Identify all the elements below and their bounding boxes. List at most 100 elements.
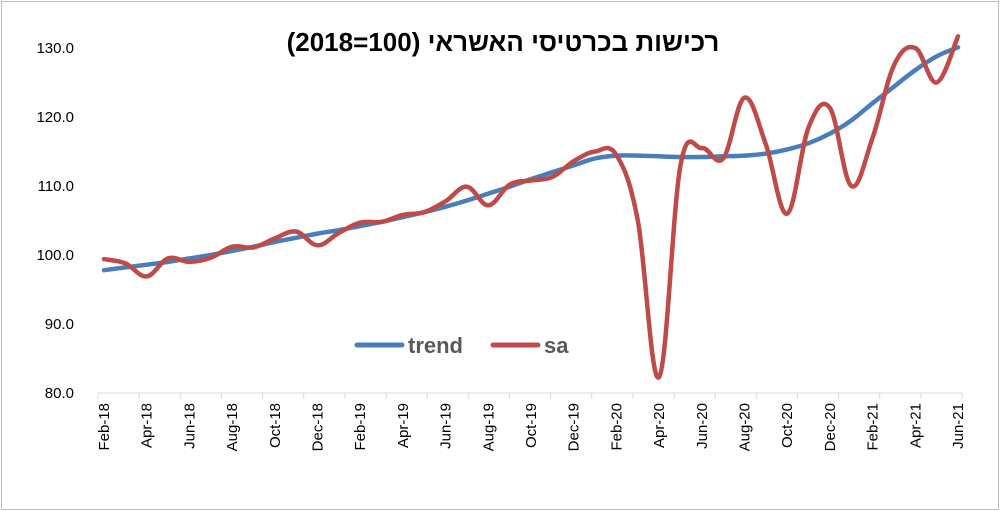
x-tick-label: Feb-18 bbox=[96, 403, 113, 451]
x-tick-label: Oct-19 bbox=[523, 403, 540, 448]
x-tick-label: Apr-19 bbox=[395, 403, 412, 448]
data-point-sa bbox=[273, 236, 277, 240]
x-tick-label: Aug-19 bbox=[480, 403, 497, 451]
series-line-trend bbox=[101, 45, 961, 273]
data-point-sa bbox=[145, 274, 149, 278]
data-point-trend bbox=[657, 154, 661, 158]
data-point-trend bbox=[935, 54, 939, 58]
data-point-sa bbox=[550, 175, 554, 179]
data-point-trend bbox=[871, 101, 875, 105]
data-point-sa bbox=[209, 256, 213, 260]
data-point-sa bbox=[849, 184, 853, 188]
x-tick-label: Jun-19 bbox=[438, 403, 455, 449]
x-tick-label: Aug-18 bbox=[224, 403, 241, 451]
data-point-trend bbox=[913, 68, 917, 72]
data-point-sa bbox=[743, 96, 747, 100]
data-point-sa bbox=[679, 163, 683, 167]
data-point-trend bbox=[102, 268, 106, 272]
chart-title: רכישות בכרטיסי האשראי (100=2018) bbox=[287, 27, 720, 57]
data-point-sa bbox=[252, 245, 256, 249]
legend-label-sa: sa bbox=[544, 333, 569, 358]
x-axis-ticks: Feb-18 Apr-18 Jun-18 Aug-18 Oct-18 Dec-18 Feb-… bbox=[96, 393, 967, 451]
x-tick-label: Apr-20 bbox=[651, 403, 668, 448]
legend: trend sa bbox=[354, 333, 569, 358]
x-tick-label: Apr-21 bbox=[907, 403, 924, 448]
series-line-sa bbox=[101, 34, 961, 380]
data-point-sa bbox=[316, 243, 320, 247]
data-point-sa bbox=[465, 185, 469, 189]
x-tick-label: Dec-20 bbox=[822, 403, 839, 451]
y-tick-label: 80.0 bbox=[45, 385, 74, 402]
x-tick-label: Dec-18 bbox=[310, 403, 327, 451]
x-tick-label: Aug-20 bbox=[737, 403, 754, 451]
data-point-sa bbox=[593, 150, 597, 154]
data-point-trend bbox=[294, 236, 298, 240]
y-tick-label: 100.0 bbox=[36, 247, 74, 264]
data-point-sa bbox=[294, 230, 298, 234]
data-point-sa bbox=[102, 257, 106, 261]
data-point-trend bbox=[743, 154, 747, 158]
data-point-sa bbox=[785, 212, 789, 216]
data-point-trend bbox=[785, 147, 789, 151]
data-point-sa bbox=[444, 199, 448, 203]
data-point-sa bbox=[614, 153, 618, 157]
y-tick-label: 90.0 bbox=[45, 316, 74, 333]
x-tick-label: Apr-18 bbox=[139, 403, 156, 448]
data-point-trend bbox=[807, 141, 811, 145]
data-point-sa bbox=[123, 261, 127, 265]
data-point-sa bbox=[572, 159, 576, 163]
data-point-trend bbox=[550, 170, 554, 174]
x-tick-label: Feb-20 bbox=[608, 403, 625, 451]
data-point-trend bbox=[892, 85, 896, 89]
x-tick-label: Oct-18 bbox=[267, 403, 284, 448]
x-tick-label: Dec-19 bbox=[566, 403, 583, 451]
data-point-sa bbox=[764, 143, 768, 147]
data-point-trend bbox=[849, 118, 853, 122]
data-point-trend bbox=[465, 199, 469, 203]
y-axis-tick-labels: 80.0 90.0 100.0 110.0 120.0 130.0 bbox=[36, 40, 74, 402]
x-tick-label: Feb-19 bbox=[352, 403, 369, 451]
data-point-sa bbox=[401, 213, 405, 217]
data-point-sa bbox=[828, 106, 832, 110]
data-point-trend bbox=[700, 155, 704, 159]
data-point-sa bbox=[529, 179, 533, 183]
data-point-sa bbox=[935, 81, 939, 85]
y-tick-label: 130.0 bbox=[36, 40, 74, 57]
data-point-trend bbox=[145, 263, 149, 267]
x-tick-label: Jun-20 bbox=[694, 403, 711, 449]
x-tick-label: Jun-18 bbox=[181, 403, 198, 449]
data-point-trend bbox=[316, 232, 320, 236]
data-point-sa bbox=[508, 183, 512, 187]
series-layer bbox=[101, 34, 961, 380]
data-point-sa bbox=[871, 136, 875, 140]
data-point-sa bbox=[166, 256, 170, 260]
data-point-sa bbox=[721, 156, 725, 160]
data-point-sa bbox=[230, 245, 234, 249]
data-point-sa bbox=[657, 375, 661, 379]
data-point-sa bbox=[422, 210, 426, 214]
data-point-sa bbox=[892, 63, 896, 67]
data-point-trend bbox=[636, 154, 640, 158]
data-point-sa bbox=[913, 46, 917, 50]
y-tick-label: 110.0 bbox=[38, 178, 74, 195]
x-tick-label: Oct-20 bbox=[779, 403, 796, 448]
data-point-trend bbox=[593, 156, 597, 160]
data-point-trend bbox=[444, 205, 448, 209]
data-point-sa bbox=[956, 34, 960, 38]
legend-label-trend: trend bbox=[408, 333, 463, 358]
data-point-trend bbox=[828, 132, 832, 136]
data-point-sa bbox=[807, 125, 811, 129]
y-tick-label: 120.0 bbox=[36, 109, 74, 126]
data-point-sa bbox=[636, 219, 640, 223]
data-point-sa bbox=[187, 260, 191, 264]
x-tick-label: Jun-21 bbox=[950, 403, 967, 449]
data-point-sa bbox=[380, 220, 384, 224]
x-tick-label: Feb-21 bbox=[865, 403, 882, 451]
data-point-sa bbox=[486, 203, 490, 207]
data-point-trend bbox=[486, 192, 490, 196]
data-point-sa bbox=[358, 221, 362, 225]
data-point-sa bbox=[700, 146, 704, 150]
data-point-sa bbox=[337, 231, 341, 235]
